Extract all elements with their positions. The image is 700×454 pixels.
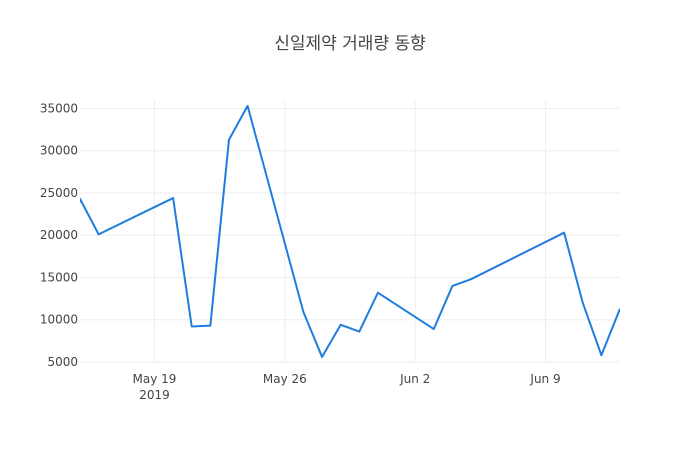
y-tick-label: 25000	[40, 186, 78, 200]
x-tick-sublabel: 2019	[139, 388, 170, 402]
x-tick-label: May 19	[133, 372, 177, 386]
x-tick-label: May 26	[263, 372, 307, 386]
series-line	[80, 104, 620, 358]
y-tick-label: 20000	[40, 228, 78, 242]
y-tick-label: 30000	[40, 144, 78, 158]
series	[80, 104, 620, 358]
y-tick-label: 15000	[40, 270, 78, 284]
grid	[80, 100, 620, 363]
axes: 5000 10000 15000 20000 25000 30000 35000 May 19…	[40, 101, 561, 402]
y-tick-label: 35000	[40, 101, 78, 115]
y-tick-label: 5000	[47, 355, 78, 369]
x-tick-label: Jun 9	[529, 372, 560, 386]
x-tick-label: Jun 2	[399, 372, 430, 386]
y-tick-label: 10000	[40, 313, 78, 327]
chart-title: 신일제약 거래량 동향	[274, 34, 426, 54]
